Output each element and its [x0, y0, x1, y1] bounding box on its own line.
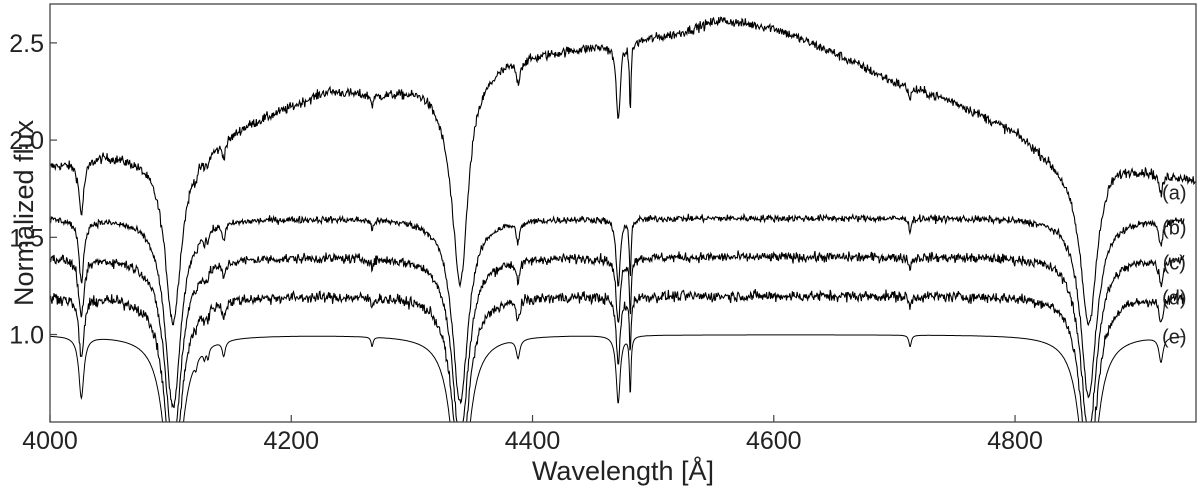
- x-tick-label: 4000: [22, 427, 78, 455]
- x-tick-label: 4800: [987, 427, 1043, 455]
- y-axis-title: Normalized flux: [9, 119, 39, 306]
- y-tick-label: 1.0: [9, 322, 44, 350]
- x-axis-title: Wavelength [Å]: [532, 455, 714, 486]
- x-tick-label: 4200: [263, 427, 319, 455]
- spectrum-line-b: [49, 212, 1185, 409]
- x-tick-label: 4400: [505, 427, 561, 455]
- spectrum-line-c: [49, 250, 1185, 423]
- y-tick-label: 1.5: [9, 224, 44, 252]
- spectrum-line-d: [49, 289, 1185, 423]
- spectrum-line-a: [49, 16, 1197, 327]
- series-label-a: (a): [1162, 183, 1186, 205]
- series-label-c: (c): [1163, 253, 1186, 275]
- axis-ticks: 4000 4200 4400 4600 4800 1.0 1.5 2.0 2.5: [9, 30, 1043, 455]
- series-label-b: (b): [1162, 218, 1186, 240]
- series-group: [49, 16, 1197, 423]
- series-label-d: (d): [1162, 288, 1186, 310]
- x-tick-label: 4600: [746, 427, 802, 455]
- plot-frame: [49, 3, 1197, 423]
- series-labels: (a) (b) (c) (d) (e): [1162, 183, 1186, 349]
- y-tick-label: 2.5: [9, 30, 44, 58]
- y-tick-label: 2.0: [9, 127, 44, 155]
- series-label-e: (e): [1162, 326, 1186, 348]
- spectrum-line-e: [50, 334, 1184, 423]
